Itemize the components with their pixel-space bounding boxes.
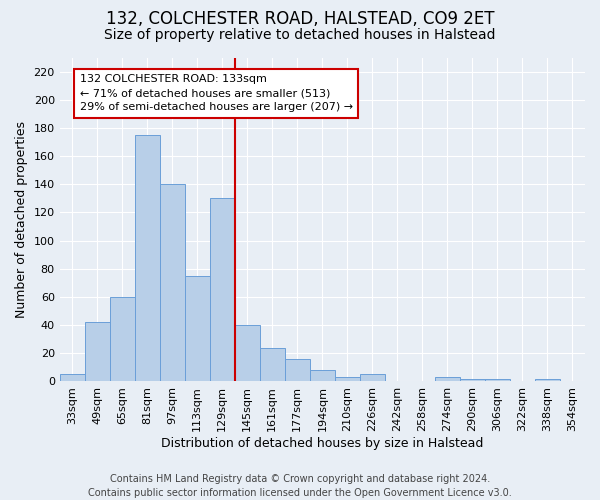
Bar: [485, 378, 510, 382]
Bar: [285, 359, 310, 382]
Bar: [110, 297, 135, 382]
Text: Size of property relative to detached houses in Halstead: Size of property relative to detached ho…: [104, 28, 496, 42]
Bar: [460, 378, 485, 382]
Text: Contains HM Land Registry data © Crown copyright and database right 2024.
Contai: Contains HM Land Registry data © Crown c…: [88, 474, 512, 498]
Text: 132, COLCHESTER ROAD, HALSTEAD, CO9 2ET: 132, COLCHESTER ROAD, HALSTEAD, CO9 2ET: [106, 10, 494, 28]
Y-axis label: Number of detached properties: Number of detached properties: [15, 121, 28, 318]
Bar: [360, 374, 385, 382]
Bar: [310, 370, 335, 382]
Text: 132 COLCHESTER ROAD: 133sqm
← 71% of detached houses are smaller (513)
29% of se: 132 COLCHESTER ROAD: 133sqm ← 71% of det…: [80, 74, 353, 112]
Bar: [135, 135, 160, 382]
Bar: [160, 184, 185, 382]
X-axis label: Distribution of detached houses by size in Halstead: Distribution of detached houses by size …: [161, 437, 484, 450]
Bar: [59, 374, 85, 382]
Bar: [535, 378, 560, 382]
Bar: [260, 348, 285, 382]
Bar: [335, 377, 360, 382]
Bar: [235, 325, 260, 382]
Bar: [185, 276, 210, 382]
Bar: [435, 377, 460, 382]
Bar: [210, 198, 235, 382]
Bar: [85, 322, 110, 382]
